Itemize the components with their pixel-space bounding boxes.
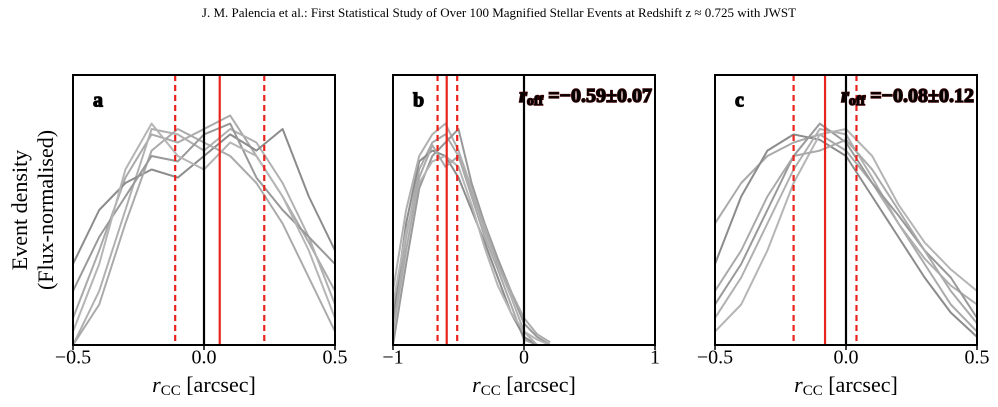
- plot-area: [715, 75, 977, 345]
- page-header: J. M. Palencia et al.: First Statistical…: [202, 5, 796, 20]
- annotation-symbol: r: [841, 85, 849, 107]
- annotation-text: =−0.59±0.07: [543, 85, 652, 107]
- x-axis-label: rCC [arcsec]: [794, 372, 898, 399]
- x-label-symbol: r: [152, 372, 161, 397]
- density-curve: [393, 122, 551, 345]
- annotation-symbol: r: [519, 85, 527, 107]
- plot-area: [393, 75, 551, 345]
- x-label-subscript: CC: [481, 383, 501, 399]
- annotation-subscript: off: [527, 94, 544, 109]
- x-label-subscript: CC: [161, 383, 181, 399]
- plot-area: [73, 75, 335, 345]
- annotation-text: =−0.08±0.12: [865, 85, 974, 107]
- x-tick-label: −1: [382, 347, 403, 369]
- x-tick-label: 0.5: [965, 347, 990, 369]
- x-tick-label: −0.5: [55, 347, 91, 369]
- x-axis-label: rCC [arcsec]: [152, 372, 256, 399]
- y-axis-label: (Flux-normalised): [33, 130, 58, 290]
- density-curve: [393, 128, 551, 345]
- x-label-text: [arcsec]: [501, 372, 576, 397]
- annotation-subscript: off: [849, 94, 866, 109]
- x-tick-label: 0.0: [834, 347, 859, 369]
- annotation: roff =−0.59±0.07: [519, 85, 652, 110]
- x-label-text: [arcsec]: [823, 372, 898, 397]
- x-tick-label: 1: [650, 347, 660, 369]
- x-axis-label: rCC [arcsec]: [472, 372, 576, 399]
- panel-label: c: [735, 90, 744, 112]
- y-axis-label: Event density: [7, 150, 32, 270]
- annotation: roff =−0.08±0.12: [841, 85, 974, 110]
- x-tick-label: 0.5: [323, 347, 348, 369]
- x-tick-label: 0: [519, 347, 529, 369]
- x-label-symbol: r: [472, 372, 481, 397]
- x-tick-label: −0.5: [697, 347, 733, 369]
- panel-label: a: [93, 90, 103, 112]
- x-tick-label: 0.0: [192, 347, 217, 369]
- panel-label: b: [413, 90, 424, 112]
- x-label-symbol: r: [794, 372, 803, 397]
- x-label-text: [arcsec]: [181, 372, 256, 397]
- x-label-subscript: CC: [803, 383, 823, 399]
